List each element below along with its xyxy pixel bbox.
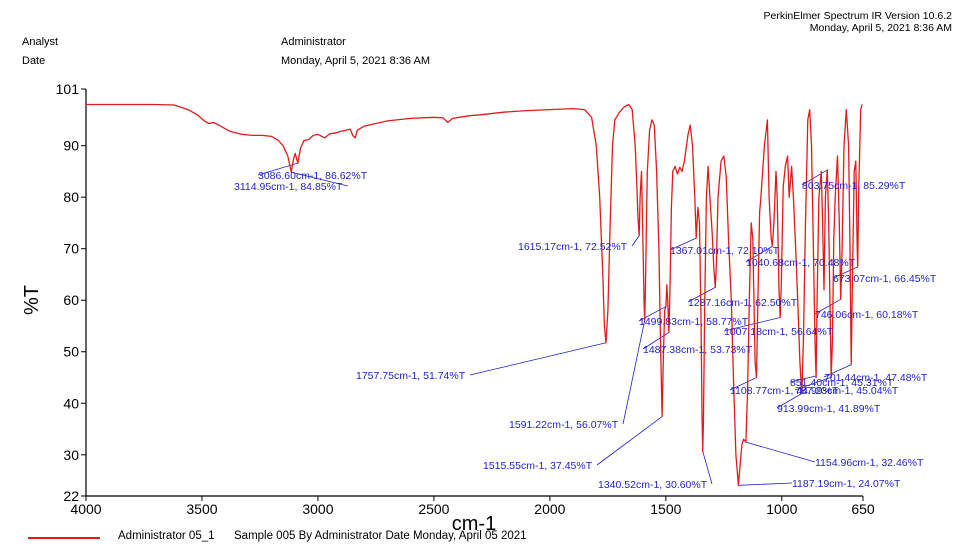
analyst-value: Administrator: [281, 36, 346, 48]
x-tick-label: 650: [851, 501, 875, 517]
y-tick-label: 40: [63, 395, 79, 411]
peak-label: 673.07cm-1, 66.45%T: [833, 273, 937, 285]
date-label: Date: [22, 55, 46, 67]
x-tick-label: 3000: [302, 501, 333, 517]
peak-label: 1040.68cm-1, 70.48%T: [746, 257, 856, 269]
print-timestamp: Monday, April 5, 2021 8:36 AM: [809, 22, 952, 34]
peak-label: 1187.19cm-1, 24.07%T: [792, 478, 901, 490]
analyst-label: Analyst: [22, 36, 59, 48]
peak-leader-line: [291, 171, 349, 187]
x-axis-title: cm-1: [452, 513, 496, 535]
peak-label: 913.99cm-1, 41.89%T: [777, 403, 881, 415]
peak-leader-line: [638, 306, 667, 322]
legend-series-name: Administrator 05_1: [118, 530, 215, 542]
peak-leader-line: [702, 451, 713, 485]
peak-label: 1757.75cm-1, 51.74%T: [356, 370, 466, 382]
peak-label: 701.44cm-1, 47.48%T: [824, 372, 928, 384]
peak-leader-line: [622, 320, 646, 425]
software-version: PerkinElmer Spectrum IR Version 10.6.2: [763, 10, 953, 22]
peak-label: 1007.18cm-1, 56.64%T: [724, 326, 834, 338]
peak-label: 1340.52cm-1, 30.60%T: [598, 479, 708, 491]
peak-leader-line: [723, 317, 781, 332]
peak-leader-line: [789, 375, 817, 383]
x-tick-label: 3500: [186, 501, 217, 517]
peak-leader-line: [776, 393, 802, 409]
y-tick-label: 80: [63, 189, 79, 205]
x-tick-label: 2000: [534, 501, 565, 517]
peak-leader-line: [469, 342, 607, 376]
peak-leader-line: [832, 266, 858, 279]
peak-leader-line: [687, 286, 716, 303]
y-tick-label: 101: [56, 81, 80, 97]
spectrum-line: [86, 103, 863, 486]
peak-label: 3086.60cm-1, 86.62%T: [258, 170, 368, 182]
peak-annotation-lines: [257, 162, 858, 486]
peak-label: 851.40cm-1, 45.31%T: [790, 377, 894, 389]
y-tick-label: 50: [63, 344, 79, 360]
peak-label: 1591.22cm-1, 56.07%T: [509, 419, 619, 431]
peak-leader-line: [738, 482, 793, 486]
peak-leader-line: [745, 441, 816, 463]
peak-leader-line: [596, 416, 663, 466]
x-tick-label: 2500: [418, 501, 449, 517]
peak-label: 746.06cm-1, 60.18%T: [815, 309, 919, 321]
peak-leader-line: [631, 235, 640, 247]
x-tick-label: 4000: [70, 501, 101, 517]
peak-label: 1154.96cm-1, 32.46%T: [815, 457, 924, 469]
peak-label: 3114.95cm-1, 84.85%T: [234, 181, 343, 193]
date-value: Monday, April 5, 2021 8:36 AM: [281, 55, 430, 67]
peak-leader-line: [669, 237, 697, 251]
peak-leader-line: [729, 377, 757, 391]
peak-label: 1487.38cm-1, 53.73%T: [643, 344, 753, 356]
peak-label: 1108.77cm-1, 44.99%T: [730, 385, 839, 397]
y-axis-title: %T: [21, 285, 43, 315]
peak-label: 787.23cm-1, 45.04%T: [795, 385, 899, 397]
peak-leader-line: [814, 298, 841, 315]
peak-label: 1515.55cm-1, 37.45%T: [483, 460, 593, 472]
legend-description: Sample 005 By Administrator Date Monday,…: [234, 530, 527, 542]
y-tick-label: 30: [63, 447, 79, 463]
axes: 22 30 40 50 60 70 80 90 101 4000 3500 3000 2500 2000 1…: [56, 81, 875, 517]
x-tick-label: 1500: [650, 501, 681, 517]
peak-label: 1615.17cm-1, 72.52%T: [518, 241, 628, 253]
peak-label: 803.75cm-1, 85.29%T: [802, 180, 906, 192]
peak-label: 1499.83cm-1, 58.77%T: [639, 316, 749, 328]
peak-leader-line: [257, 162, 298, 176]
y-tick-label: 22: [63, 488, 79, 504]
y-tick-label: 60: [63, 292, 79, 308]
y-tick-label: 70: [63, 241, 79, 257]
series-layer: [86, 103, 863, 486]
peak-leader-line: [823, 364, 852, 378]
y-tick-label: 90: [63, 138, 79, 154]
legend-swatch: [28, 537, 100, 539]
peak-label: 1367.01cm-1, 72.10%T: [670, 245, 780, 257]
peak-label: 1287.16cm-1, 62.50%T: [688, 297, 798, 309]
x-tick-label: 1000: [766, 501, 797, 517]
